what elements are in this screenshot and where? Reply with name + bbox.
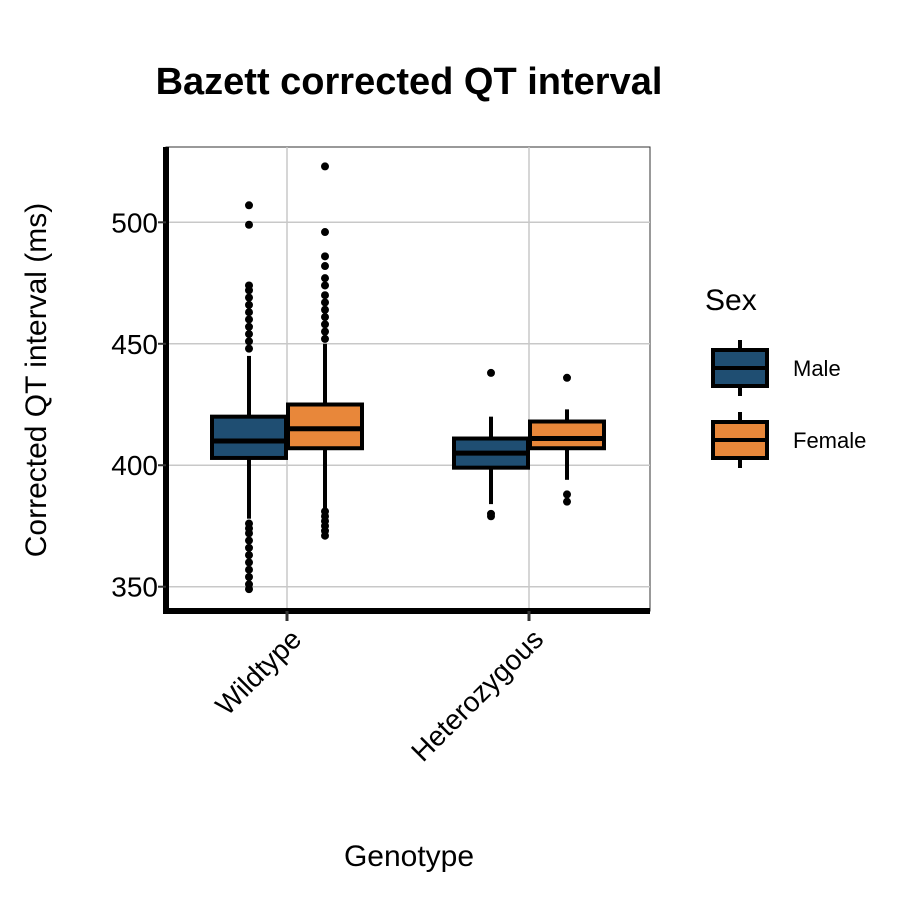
box-female-heterozygous <box>528 373 606 506</box>
outlier-point <box>245 572 253 581</box>
outlier-point <box>563 497 571 506</box>
outlier-point <box>245 536 253 545</box>
chart-title: Bazett corrected QT interval <box>156 61 663 103</box>
legend: Sex Male Female <box>705 284 866 468</box>
outlier-point <box>245 551 253 560</box>
x-tick-label: Wildtype <box>209 623 307 721</box>
outlier-point <box>321 281 329 290</box>
legend-label-female: Female <box>793 428 866 453</box>
panel-border <box>165 146 651 612</box>
outlier-point <box>245 558 253 567</box>
box-iqr <box>210 414 288 460</box>
boxplot-marks <box>210 162 606 594</box>
outlier-point <box>245 580 253 589</box>
outlier-point <box>245 337 253 346</box>
x-axis-title: Genotype <box>344 840 474 873</box>
box-iqr <box>528 419 606 451</box>
outlier-point <box>321 334 329 343</box>
legend-key-male <box>711 340 769 396</box>
outlier-point <box>563 373 571 382</box>
x-tick-label: Heterozygous <box>405 623 549 767</box>
outlier-point <box>321 305 329 314</box>
outlier-point <box>321 262 329 271</box>
y-tick-label: 400 <box>111 450 158 481</box>
outlier-point <box>321 162 329 171</box>
y-tick-label: 450 <box>111 329 158 360</box>
y-tick-label: 350 <box>111 572 158 603</box>
outlier-point <box>245 300 253 309</box>
y-tick-label: 500 <box>111 207 158 238</box>
outlier-point <box>487 368 495 377</box>
legend-title: Sex <box>705 284 757 317</box>
outlier-point <box>245 565 253 574</box>
outlier-point <box>245 322 253 331</box>
outlier-point <box>321 228 329 237</box>
outlier-point <box>245 519 253 528</box>
outlier-point <box>321 320 329 329</box>
outlier-point <box>563 490 571 499</box>
outlier-point <box>487 509 495 518</box>
y-axis-title: Corrected QT interval (ms) <box>20 203 53 558</box>
outlier-point <box>321 291 329 300</box>
outlier-point <box>321 327 329 336</box>
outlier-point <box>321 274 329 283</box>
outlier-point <box>245 543 253 552</box>
outlier-point <box>245 330 253 339</box>
box-male-heterozygous <box>452 368 530 521</box>
outlier-point <box>321 313 329 322</box>
outlier-point <box>245 220 253 229</box>
box-male-wildtype <box>210 201 288 594</box>
outlier-point <box>245 315 253 324</box>
outlier-point <box>321 298 329 307</box>
legend-key-female <box>711 412 769 468</box>
outlier-point <box>245 201 253 210</box>
outlier-point <box>245 293 253 302</box>
box-female-wildtype <box>286 162 364 540</box>
plot-panel <box>165 146 651 612</box>
outlier-point <box>245 308 253 317</box>
outlier-point <box>321 507 329 516</box>
legend-label-male: Male <box>793 356 841 381</box>
outlier-point <box>321 252 329 261</box>
outlier-point <box>245 344 253 353</box>
outlier-point <box>245 281 253 290</box>
